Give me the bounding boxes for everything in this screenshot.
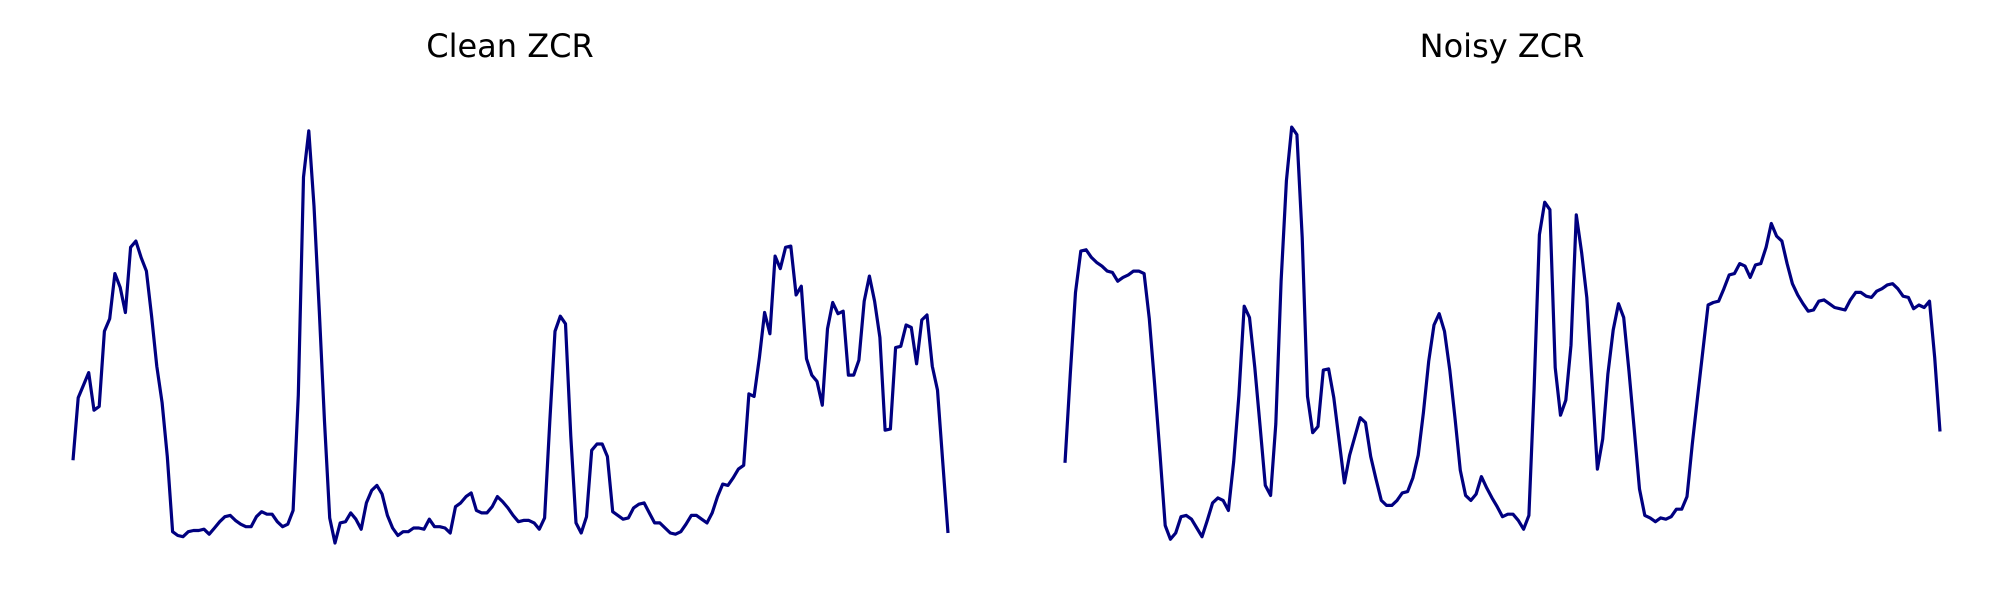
chart-clean-zcr: Clean ZCR <box>71 27 950 545</box>
series-line-noisy-zcr <box>1063 125 1942 541</box>
chart-title-clean: Clean ZCR <box>426 27 593 65</box>
series-line-clean-zcr <box>71 129 950 545</box>
chart-noisy-zcr: Noisy ZCR <box>1063 27 1942 541</box>
chart-title-noisy: Noisy ZCR <box>1420 27 1585 65</box>
